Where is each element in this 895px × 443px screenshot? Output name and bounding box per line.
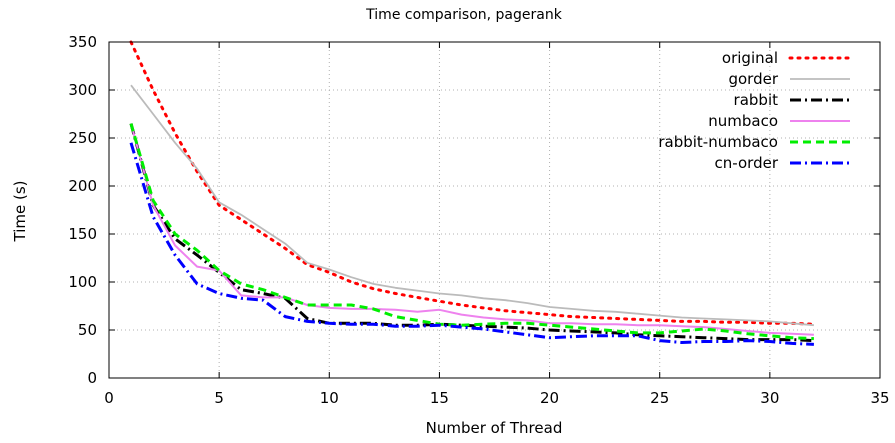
y-tick-label: 200 <box>68 177 97 195</box>
y-tick-label: 0 <box>87 369 97 387</box>
x-tick-label: 20 <box>540 389 559 407</box>
series-line-cn-order <box>129 142 814 346</box>
series-lines <box>129 40 816 346</box>
legend-label: original <box>722 49 778 67</box>
legend-label: gorder <box>728 70 778 88</box>
y-axis-label: Time (s) <box>11 181 29 243</box>
series-line-gorder <box>130 84 814 327</box>
y-tick-label: 300 <box>68 81 97 99</box>
x-tick-label: 10 <box>320 389 339 407</box>
x-tick-label: 15 <box>430 389 449 407</box>
y-tick-label: 150 <box>68 225 97 243</box>
x-tick-label: 35 <box>870 389 889 407</box>
plot-frame <box>108 41 881 379</box>
x-tick-label: 30 <box>760 389 779 407</box>
legend-label: rabbit-numbaco <box>658 133 778 151</box>
series-line-original <box>129 40 816 326</box>
x-axis-label: Number of Thread <box>426 419 563 437</box>
y-tick-label: 350 <box>68 33 97 51</box>
x-tick-label: 5 <box>214 389 224 407</box>
legend-label: rabbit <box>734 91 779 109</box>
series-line-rabbit <box>129 123 814 343</box>
legend: original gorder rabbit numbaco rabbit-numbac… <box>658 49 852 172</box>
legend-label: cn-order <box>715 154 779 172</box>
x-tick-label: 0 <box>104 389 114 407</box>
y-tick-label: 100 <box>68 273 97 291</box>
x-tick-label: 25 <box>650 389 669 407</box>
series-line-rabbit-numbaco <box>129 123 814 341</box>
y-tick-label: 250 <box>68 129 97 147</box>
y-tick-label: 50 <box>78 321 97 339</box>
series-line-numbaco <box>130 123 814 336</box>
legend-label: numbaco <box>708 112 778 130</box>
chart-title: Time comparison, pagerank <box>365 7 563 23</box>
